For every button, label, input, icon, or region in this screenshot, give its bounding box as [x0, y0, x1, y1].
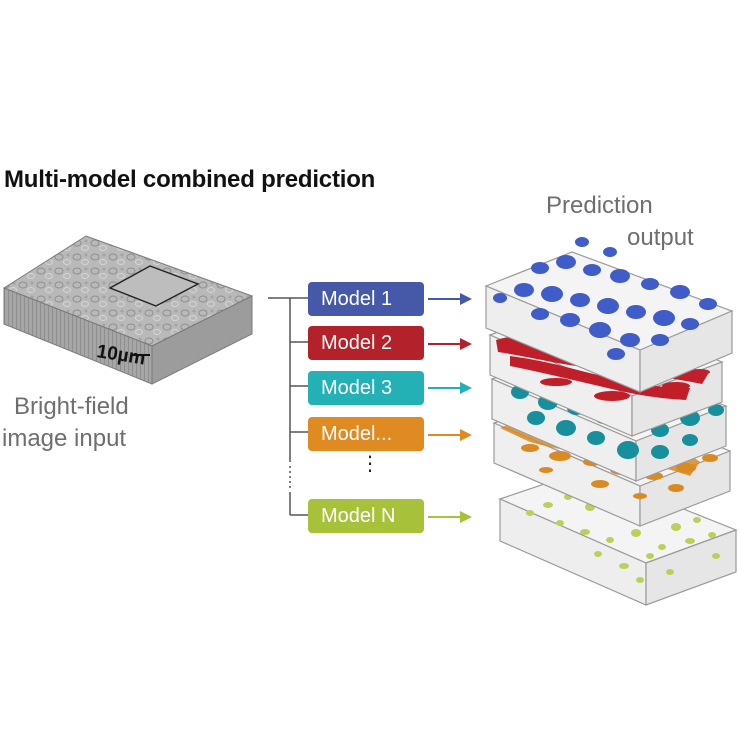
arrow-model-dots	[428, 429, 472, 441]
input-label-line1: Bright-field	[14, 393, 129, 420]
prediction-slab-1	[484, 237, 734, 393]
output-label-line1: Prediction	[546, 192, 653, 219]
blue-predictions	[493, 237, 717, 360]
input-label-line2: image input	[2, 425, 127, 452]
green-predictions	[526, 494, 720, 583]
model-1-box: Model 1	[308, 282, 424, 316]
model-2-box: Model 2	[308, 326, 424, 360]
ellipsis-dots: ⋮	[360, 453, 380, 475]
model-n-box: Model N	[308, 499, 424, 533]
connector-tree	[268, 297, 308, 516]
arrow-model-1	[428, 293, 472, 305]
arrow-model-2	[428, 338, 472, 350]
model-3-box: Model 3	[308, 371, 424, 405]
model-arrows	[428, 293, 472, 523]
model-dots-box: Model...	[308, 417, 424, 451]
zoom-region-outline	[108, 265, 200, 307]
diagram-title: Multi-model combined prediction	[4, 166, 376, 193]
arrow-model-3	[428, 382, 472, 394]
arrow-model-n	[428, 511, 472, 523]
output-label-line2: output	[627, 224, 694, 251]
brightfield-block: 10µm	[2, 235, 254, 385]
